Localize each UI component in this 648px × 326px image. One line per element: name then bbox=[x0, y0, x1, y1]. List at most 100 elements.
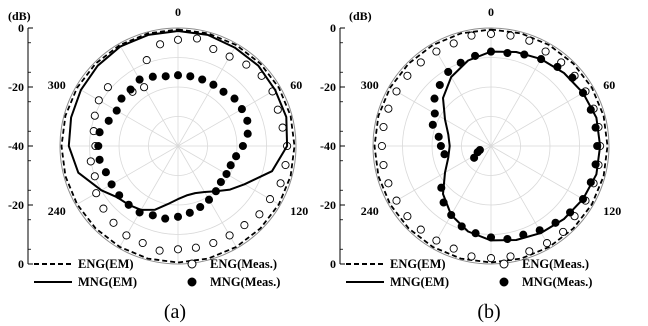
grid-spoke bbox=[75, 86, 179, 147]
series-marker-mngmeas bbox=[135, 208, 144, 217]
series-marker-mngmeas bbox=[94, 141, 103, 151]
angle-label: 0 bbox=[488, 5, 494, 19]
series-marker-engmeas bbox=[191, 243, 200, 252]
series-marker-mngmeas bbox=[95, 128, 104, 137]
radial-tick-label: 0 bbox=[18, 257, 24, 271]
radial-tick-label: -40 bbox=[320, 139, 336, 153]
series-marker-engmeas bbox=[103, 83, 112, 92]
series-marker-engmeas bbox=[449, 39, 458, 48]
series-marker-mngmeas bbox=[435, 80, 444, 90]
grid-spoke bbox=[118, 43, 179, 147]
series-marker-engmeas bbox=[392, 196, 401, 205]
angle-label: 240 bbox=[48, 204, 66, 218]
series-marker-mngmeas bbox=[196, 202, 205, 212]
radial-tick-label: -20 bbox=[8, 80, 24, 94]
series-marker-engmeas bbox=[140, 83, 149, 92]
series-marker-mngmeas bbox=[95, 155, 104, 164]
series-marker-engmeas bbox=[377, 141, 386, 151]
radial-tick-label: -40 bbox=[8, 139, 24, 153]
series-marker-mngmeas bbox=[578, 195, 588, 204]
series-marker-mngmeas bbox=[457, 222, 466, 231]
series-marker-mngmeas bbox=[430, 109, 439, 118]
series-marker-mngmeas bbox=[568, 73, 577, 82]
series-marker-engmeas bbox=[156, 40, 165, 49]
series-marker-mngmeas bbox=[237, 105, 246, 114]
grid-spoke bbox=[177, 86, 281, 147]
series-marker-engmeas bbox=[90, 172, 99, 181]
legend-label: MNG(Meas.) bbox=[522, 275, 592, 289]
series-marker-mngmeas bbox=[211, 187, 220, 196]
series-marker-mngmeas bbox=[471, 229, 480, 238]
series-marker-mngmeas bbox=[486, 233, 496, 242]
series-marker-mngmeas bbox=[216, 177, 225, 187]
caption-b: (b) bbox=[477, 301, 500, 323]
series-marker-mngmeas bbox=[222, 169, 231, 179]
series-marker-engmeas bbox=[416, 225, 425, 234]
series-marker-engmeas bbox=[273, 105, 282, 114]
series-marker-mngmeas bbox=[173, 212, 183, 221]
series-marker-engmeas bbox=[432, 236, 441, 245]
series-marker-engmeas bbox=[384, 179, 393, 188]
series-marker-engmeas bbox=[255, 210, 264, 219]
series-line-mngem bbox=[67, 30, 289, 211]
legend-marker-symbol bbox=[499, 277, 509, 287]
series-line-engem bbox=[60, 28, 296, 264]
series-marker-mngmeas bbox=[198, 75, 207, 84]
series-marker-mngmeas bbox=[553, 62, 562, 71]
series-marker-engmeas bbox=[449, 244, 458, 253]
series-marker-engmeas bbox=[541, 47, 550, 56]
series-marker-mngmeas bbox=[434, 132, 443, 141]
series-marker-mngmeas bbox=[428, 120, 437, 129]
radial-tick-label: -20 bbox=[320, 198, 336, 212]
series-marker-mngmeas bbox=[551, 218, 560, 227]
grid-spoke bbox=[118, 145, 179, 249]
series-marker-mngmeas bbox=[471, 51, 480, 60]
series-marker-mngmeas bbox=[503, 234, 512, 244]
series-marker-engmeas bbox=[240, 221, 249, 230]
series-marker-mngmeas bbox=[437, 183, 446, 192]
radial-tick-label: 0 bbox=[18, 21, 24, 35]
series-marker-engmeas bbox=[122, 231, 131, 240]
series-marker-mngmeas bbox=[243, 116, 252, 125]
caption-a: (a) bbox=[164, 301, 186, 323]
legend-marker-symbol bbox=[187, 259, 197, 269]
series-marker-mngmeas bbox=[436, 141, 445, 151]
legend-label: ENG(Meas.) bbox=[210, 257, 277, 271]
series-marker-engmeas bbox=[506, 31, 515, 40]
series-marker-engmeas bbox=[92, 189, 101, 198]
grid-spoke bbox=[177, 43, 238, 147]
series-marker-engmeas bbox=[525, 247, 534, 256]
radial-unit-label: (dB) bbox=[349, 9, 372, 23]
series-marker-mngmeas bbox=[124, 200, 133, 209]
series-marker-engmeas bbox=[192, 34, 202, 43]
series-marker-mngmeas bbox=[107, 180, 116, 189]
radial-tick-label: -20 bbox=[320, 80, 336, 94]
series-marker-mngmeas bbox=[456, 58, 465, 67]
legend-label: ENG(EM) bbox=[390, 257, 446, 271]
series-marker-engmeas bbox=[542, 239, 552, 248]
series-marker-mngmeas bbox=[439, 198, 448, 207]
series-marker-mngmeas bbox=[243, 129, 252, 138]
series-marker-engmeas bbox=[392, 87, 401, 96]
series-marker-engmeas bbox=[225, 52, 234, 61]
series-marker-engmeas bbox=[209, 238, 218, 248]
series-marker-mngmeas bbox=[186, 72, 195, 81]
series-marker-engmeas bbox=[225, 231, 234, 240]
series-marker-mngmeas bbox=[185, 208, 194, 217]
series-marker-mngmeas bbox=[101, 168, 110, 177]
series-marker-engmeas bbox=[379, 122, 388, 132]
series-marker-engmeas bbox=[276, 179, 285, 188]
angle-label: 120 bbox=[290, 204, 308, 218]
series-marker-mngmeas bbox=[586, 105, 595, 114]
series-marker-engmeas bbox=[416, 58, 425, 67]
series-marker-engmeas bbox=[379, 160, 388, 170]
series-marker-engmeas bbox=[94, 96, 103, 105]
legend-marker-symbol bbox=[187, 277, 197, 287]
grid-spoke bbox=[431, 43, 492, 147]
radial-unit-label: (dB) bbox=[8, 9, 31, 23]
series-marker-mngmeas bbox=[537, 55, 546, 64]
series-marker-mngmeas bbox=[117, 94, 126, 103]
polar-panel-b: 0 -20 -40 -20 0 (dB) 0 60 120 240 300 ENG(EM) ENG(Me… bbox=[320, 5, 621, 289]
